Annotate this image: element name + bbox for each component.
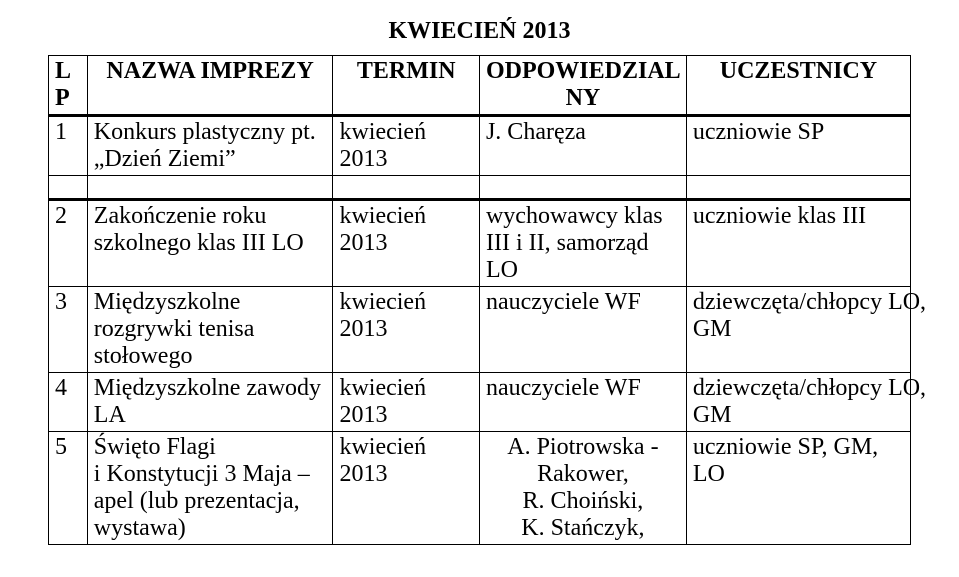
table-spacer-row	[49, 176, 911, 200]
cell-term-l1: kwiecień	[339, 119, 426, 145]
schedule-table: L P NAZWA IMPREZY TERMIN ODPOWIEDZIAL NY…	[48, 55, 911, 545]
cell-name-l1: Zakończenie roku	[94, 203, 267, 229]
cell-name-l1: Konkurs plastyczny pt.	[94, 119, 316, 145]
page: KWIECIEŃ 2013 L P NAZWA IMPREZY TERMIN O…	[0, 0, 959, 577]
cell-resp-l2: Rakower,	[537, 461, 629, 487]
cell-term-l1: kwiecień	[339, 203, 426, 229]
cell-term-l2: 2013	[339, 402, 387, 428]
cell-lp: 3	[49, 287, 88, 373]
cell-part-l1: dziewczęta/chłopcy LO,	[693, 289, 926, 315]
cell-term: kwiecień 2013	[333, 432, 480, 545]
cell-resp-l3: LO	[486, 257, 518, 283]
col-header-lp: L P	[49, 56, 88, 116]
cell-resp: wychowawcy klas III i II, samorząd LO	[479, 200, 686, 287]
cell-name: Święto Flagi i Konstytucji 3 Maja – apel…	[87, 432, 333, 545]
col-header-resp-l1: ODPOWIEDZIAL	[486, 58, 681, 84]
col-header-resp: ODPOWIEDZIAL NY	[479, 56, 686, 116]
col-header-name: NAZWA IMPREZY	[87, 56, 333, 116]
cell-name-l1: Międzyszkolne	[94, 289, 241, 315]
cell-name-l2: szkolnego klas III LO	[94, 230, 304, 256]
col-header-lp-l2: P	[55, 85, 70, 111]
cell-resp-l2: III i II, samorząd	[486, 230, 649, 256]
cell-name: Konkurs plastyczny pt. „Dzień Ziemi”	[87, 116, 333, 176]
cell-name-l2: rozgrywki tenisa	[94, 316, 255, 342]
cell-term-l1: kwiecień	[339, 375, 426, 401]
table-row: 4 Międzyszkolne zawody LA kwiecień 2013 …	[49, 373, 911, 432]
cell-term: kwiecień 2013	[333, 373, 480, 432]
cell-part: uczniowie klas III	[686, 200, 910, 287]
cell-resp: J. Charęza	[479, 116, 686, 176]
cell-part: dziewczęta/chłopcy LO, GM	[686, 373, 910, 432]
cell-term: kwiecień 2013	[333, 287, 480, 373]
cell-resp-l4: K. Stańczyk,	[521, 515, 644, 541]
cell-resp: A. Piotrowska - Rakower, R. Choiński, K.…	[479, 432, 686, 545]
cell-lp: 2	[49, 200, 88, 287]
cell-resp-l1: A. Piotrowska -	[507, 434, 658, 460]
table-row: 2 Zakończenie roku szkolnego klas III LO…	[49, 200, 911, 287]
cell-part: uczniowie SP	[686, 116, 910, 176]
cell-name-l2: „Dzień Ziemi”	[94, 146, 236, 172]
cell-resp-l1: wychowawcy klas	[486, 203, 663, 229]
cell-lp: 1	[49, 116, 88, 176]
cell-resp: nauczyciele WF	[479, 287, 686, 373]
cell-resp-l3: R. Choiński,	[523, 488, 644, 514]
cell-term: kwiecień 2013	[333, 200, 480, 287]
cell-resp: nauczyciele WF	[479, 373, 686, 432]
cell-name-l3: apel (lub prezentacja,	[94, 488, 300, 514]
col-header-term: TERMIN	[333, 56, 480, 116]
cell-lp: 4	[49, 373, 88, 432]
cell-name-l1: Święto Flagi	[94, 434, 216, 460]
cell-part: uczniowie SP, GM, LO	[686, 432, 910, 545]
cell-part-l2: GM	[693, 402, 732, 428]
cell-term-l2: 2013	[339, 461, 387, 487]
cell-name-l2: LA	[94, 402, 126, 428]
cell-term-l1: kwiecień	[339, 434, 426, 460]
col-header-lp-l1: L	[55, 58, 71, 84]
cell-term-l2: 2013	[339, 146, 387, 172]
table-row: 1 Konkurs plastyczny pt. „Dzień Ziemi” k…	[49, 116, 911, 176]
cell-name-l1: Międzyszkolne zawody	[94, 375, 321, 401]
cell-term-l2: 2013	[339, 316, 387, 342]
table-row: 5 Święto Flagi i Konstytucji 3 Maja – ap…	[49, 432, 911, 545]
cell-name: Zakończenie roku szkolnego klas III LO	[87, 200, 333, 287]
cell-name-l2: i Konstytucji 3 Maja –	[94, 461, 310, 487]
cell-name: Międzyszkolne zawody LA	[87, 373, 333, 432]
cell-part-l1: dziewczęta/chłopcy LO,	[693, 375, 926, 401]
cell-name: Międzyszkolne rozgrywki tenisa stołowego	[87, 287, 333, 373]
table-header-row: L P NAZWA IMPREZY TERMIN ODPOWIEDZIAL NY…	[49, 56, 911, 116]
cell-term-l2: 2013	[339, 230, 387, 256]
cell-lp: 5	[49, 432, 88, 545]
page-title: KWIECIEŃ 2013	[48, 18, 911, 45]
cell-part-l2: GM	[693, 316, 732, 342]
table-row: 3 Międzyszkolne rozgrywki tenisa stołowe…	[49, 287, 911, 373]
cell-term-l1: kwiecień	[339, 289, 426, 315]
cell-part: dziewczęta/chłopcy LO, GM	[686, 287, 910, 373]
col-header-part: UCZESTNICY	[686, 56, 910, 116]
cell-name-l3: stołowego	[94, 343, 193, 369]
cell-term: kwiecień 2013	[333, 116, 480, 176]
col-header-resp-l2: NY	[566, 85, 601, 111]
cell-name-l4: wystawa)	[94, 515, 186, 541]
